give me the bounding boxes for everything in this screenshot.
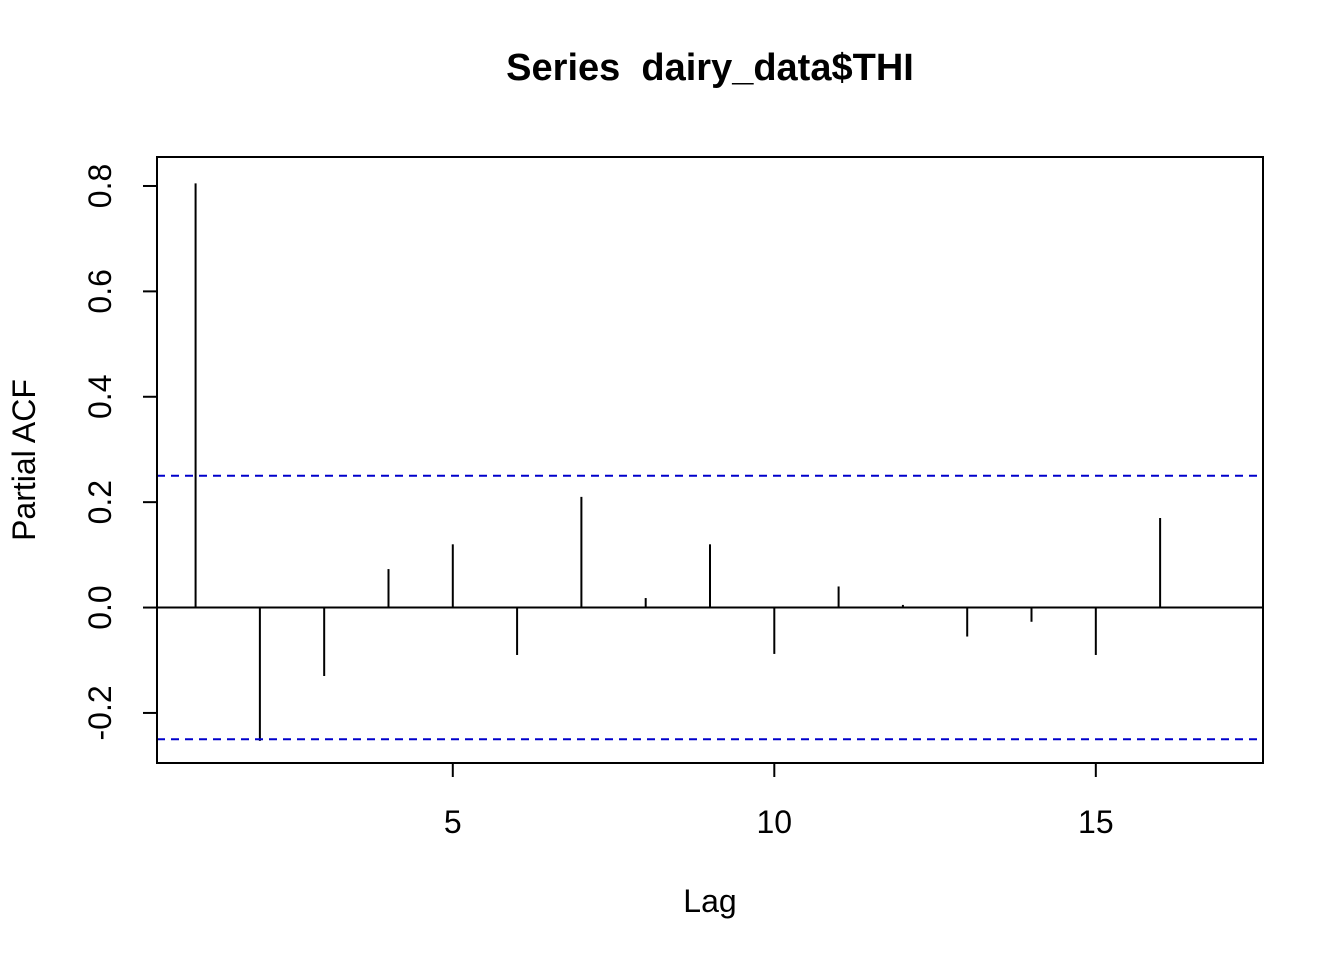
y-tick-label-0.2: 0.2 [82, 480, 118, 524]
y-axis-title: Partial ACF [6, 379, 42, 541]
y-tick-label--0.2: -0.2 [82, 685, 118, 740]
y-tick-label-0.0: 0.0 [82, 585, 118, 629]
x-tick-label-15: 15 [1078, 804, 1114, 840]
y-tick-label-0.8: 0.8 [82, 164, 118, 208]
x-tick-label-5: 5 [444, 804, 462, 840]
y-tick-label-0.4: 0.4 [82, 375, 118, 419]
y-tick-label-0.6: 0.6 [82, 269, 118, 313]
x-tick-label-10: 10 [757, 804, 793, 840]
chart-title: Series dairy_data$THI [506, 47, 914, 89]
x-axis-title: Lag [683, 883, 736, 919]
